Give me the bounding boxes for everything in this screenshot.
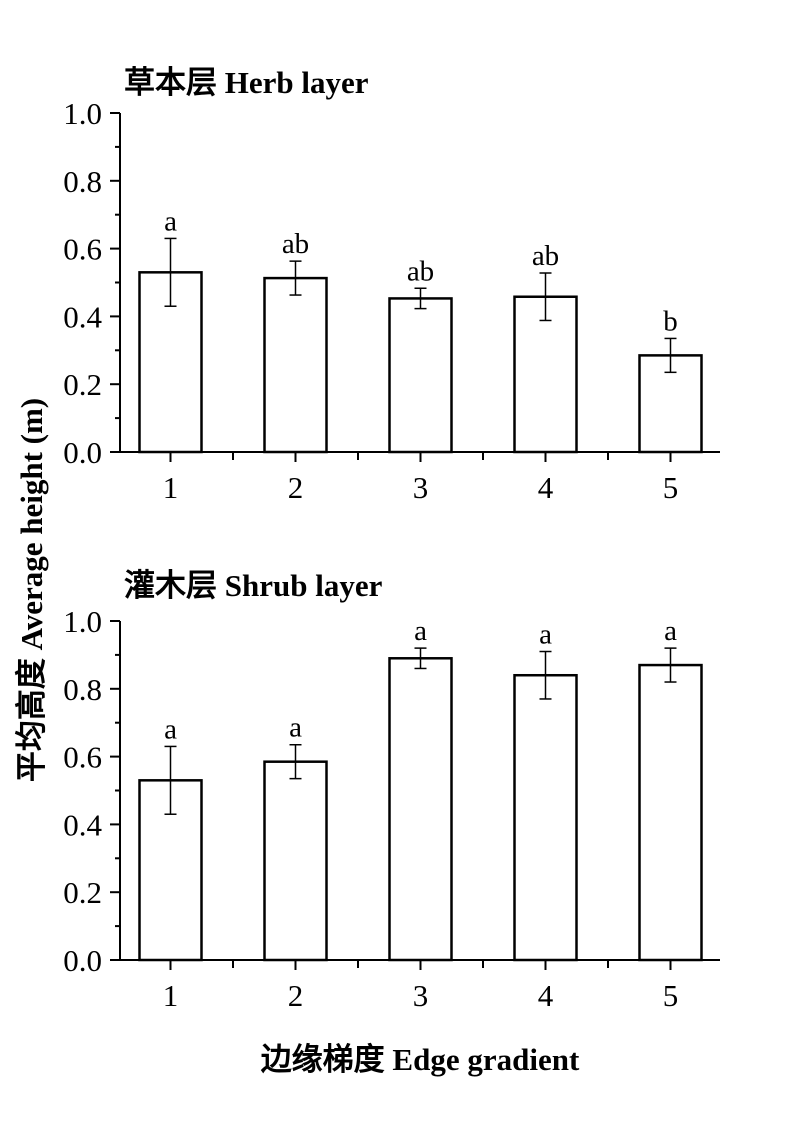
y-tick-label: 0.6 <box>63 232 102 267</box>
x-tick-label: 2 <box>288 470 304 505</box>
significance-label: a <box>164 205 177 237</box>
bar <box>388 297 453 454</box>
x-tick-label: 5 <box>663 470 679 505</box>
y-tick-label: 0.0 <box>63 943 102 978</box>
bar <box>638 663 703 962</box>
shrub-layer-panel: 灌木层 Shrub layer 0.0 0.2 0.4 0.6 0.8 1.0 a 1 a 2 a 3 a… <box>63 568 720 1013</box>
significance-label: a <box>664 615 677 647</box>
y-tick-label: 1.0 <box>63 604 102 639</box>
significance-label: a <box>289 712 302 744</box>
x-tick-label: 4 <box>538 470 554 505</box>
significance-label: a <box>164 713 177 745</box>
bar <box>263 276 328 454</box>
significance-label: ab <box>532 240 559 272</box>
y-tick-label: 0.4 <box>63 299 102 334</box>
y-tick-label: 1.0 <box>63 96 102 131</box>
panel-title: 草本层 Herb layer <box>124 65 369 100</box>
x-tick-label: 2 <box>288 978 304 1013</box>
significance-label: a <box>414 615 427 647</box>
bar <box>388 657 453 962</box>
herb-layer-panel: 草本层 Herb layer 0.0 0.2 0.4 0.6 0.8 1.0 a 1 ab 2 ab 3… <box>63 65 720 505</box>
bar <box>513 295 578 454</box>
y-tick-label: 0.2 <box>63 367 102 402</box>
y-tick-label: 0.2 <box>63 875 102 910</box>
x-tick-label: 3 <box>413 978 429 1013</box>
y-tick-label: 0.0 <box>63 435 102 470</box>
significance-label: ab <box>282 228 309 260</box>
significance-label: a <box>539 619 552 651</box>
bar <box>263 760 328 962</box>
significance-label: b <box>663 305 678 337</box>
significance-label: ab <box>407 255 434 287</box>
y-tick-label: 0.8 <box>63 164 102 199</box>
x-tick-label: 4 <box>538 978 554 1013</box>
x-axis-title: 边缘梯度 Edge gradient <box>261 1042 580 1077</box>
x-tick-label: 3 <box>413 470 429 505</box>
y-tick-label: 0.6 <box>63 740 102 775</box>
x-tick-label: 1 <box>163 470 179 505</box>
y-axis-title: 平均高度 Average height (m) <box>14 398 49 782</box>
x-tick-label: 5 <box>663 978 679 1013</box>
y-tick-label: 0.4 <box>63 807 102 842</box>
y-tick-label: 0.8 <box>63 672 102 707</box>
bar <box>513 673 578 962</box>
panel-title: 灌木层 Shrub layer <box>124 568 383 603</box>
x-tick-label: 1 <box>163 978 179 1013</box>
